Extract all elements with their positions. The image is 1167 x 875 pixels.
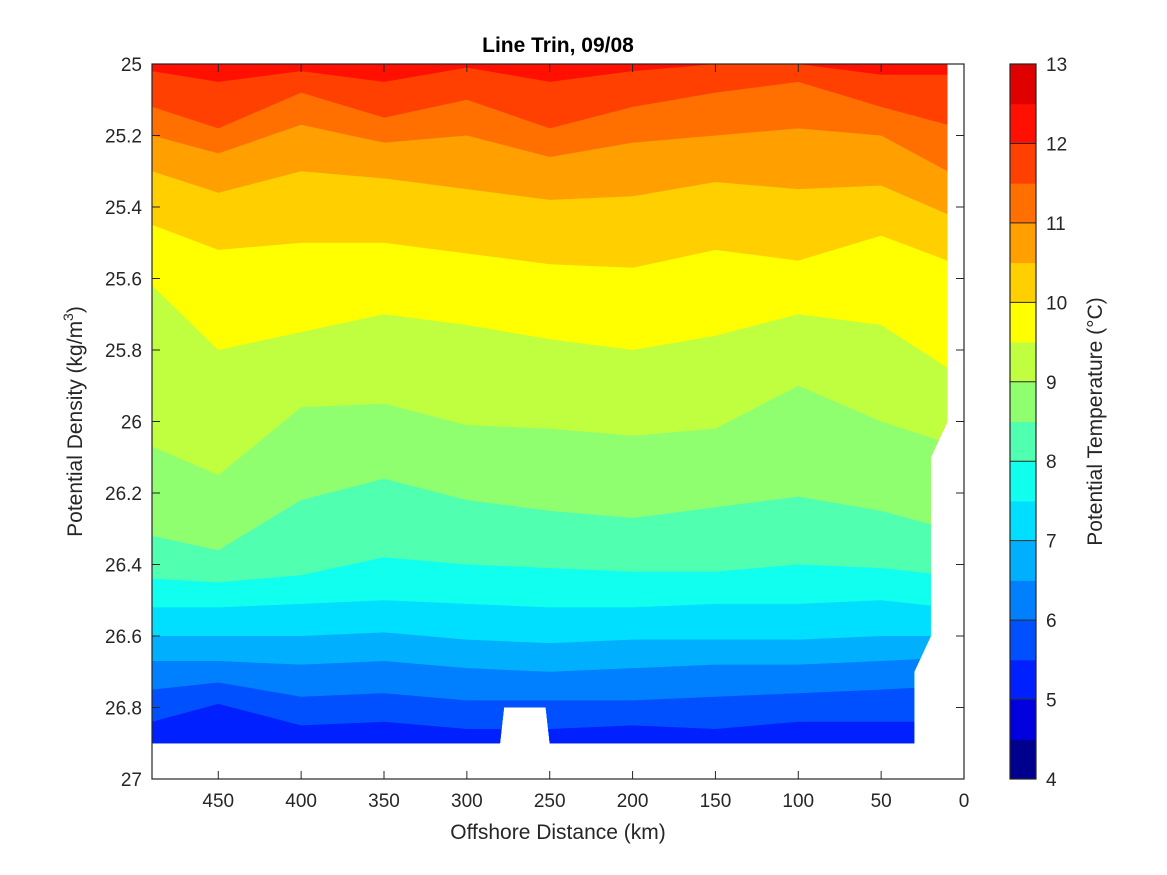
y-tick-label: 25.2 [105,127,142,148]
y-tick-label: 27 [121,770,142,791]
colorbar: 4 5 6 7 8 9 10 11 12 13 [1009,55,1067,791]
y-tick-label: 26.4 [105,556,142,577]
y-tick-label: 25 [121,55,142,76]
colorbar-tick-label: 7 [1046,532,1057,553]
x-tick-label: 250 [534,791,566,812]
y-axis-ticks: 25 25.2 25.4 25.6 25.8 26 26.2 26.4 26.6 26.8 27 [105,55,964,791]
y-axis-label-close: ) [64,306,87,313]
colorbar-swatch [1010,659,1036,701]
x-tick-label: 150 [700,791,732,812]
contour-band-5 [152,703,948,744]
colorbar-tick-label: 10 [1046,293,1067,314]
x-tick-label: 100 [782,791,814,812]
colorbar-tick-label: 12 [1046,134,1067,155]
colorbar-swatch [1010,183,1036,224]
y-tick-label: 26.8 [105,699,142,720]
colorbar-label: Potential Temperature (°C) [1084,297,1107,545]
colorbar-swatch [1010,222,1036,264]
colorbar-tick-label: 6 [1046,611,1057,632]
colorbar-swatch [1010,699,1036,740]
colorbar-swatch [1010,500,1036,542]
colorbar-swatch [1010,262,1036,303]
y-axis-label-superscript: 3 [60,313,76,321]
x-tick-label: 50 [871,791,892,812]
y-axis-label-main: Potential Density (kg/m [64,321,87,537]
colorbar-swatch [1010,302,1036,343]
colorbar-tick-label: 5 [1046,691,1057,712]
y-tick-label: 26 [121,413,142,434]
x-tick-label: 400 [285,791,317,812]
x-tick-label: 300 [451,791,483,812]
y-tick-label: 25.4 [105,198,142,219]
colorbar-swatch [1010,342,1036,383]
colorbar-swatch [1010,381,1036,422]
x-tick-label: 350 [368,791,400,812]
colorbar-tick-label: 4 [1046,770,1057,791]
colorbar-swatch [1010,103,1036,144]
chart-title: Line Trin, 09/08 [482,34,634,57]
plot-area: 450 400 350 300 250 200 150 100 50 0 2525.225.425… [105,55,969,812]
y-axis-label: Potential Density (kg/m3) [60,306,87,537]
colorbar-ticks: 4 5 6 7 8 9 10 11 12 13 [1010,55,1067,791]
colorbar-swatch [1010,540,1036,581]
contour-bands [152,64,948,744]
x-axis-ticks: 450 400 350 300 250 200 150 100 50 0 [202,64,969,812]
colorbar-swatch [1010,739,1036,780]
x-tick-label: 0 [959,791,970,812]
y-tick-label: 26.6 [105,627,142,648]
colorbar-swatch [1010,580,1036,621]
x-tick-label: 450 [202,791,234,812]
colorbar-tick-label: 13 [1046,55,1067,76]
colorbar-tick-label: 11 [1046,214,1066,235]
colorbar-swatch [1010,421,1036,462]
colorbar-swatch [1010,461,1036,502]
x-axis-label: Offshore Distance (km) [450,821,666,844]
colorbar-swatch [1010,620,1036,661]
y-tick-label: 25.6 [105,270,142,291]
colorbar-swatches [1010,64,1036,780]
colorbar-tick-label: 8 [1046,452,1057,473]
x-tick-label: 200 [617,791,649,812]
colorbar-tick-label: 9 [1046,373,1057,394]
colorbar-swatch [1010,143,1036,184]
y-tick-label: 26.2 [105,484,142,505]
colorbar-swatch [1010,64,1036,105]
y-tick-label: 25.8 [105,341,142,362]
